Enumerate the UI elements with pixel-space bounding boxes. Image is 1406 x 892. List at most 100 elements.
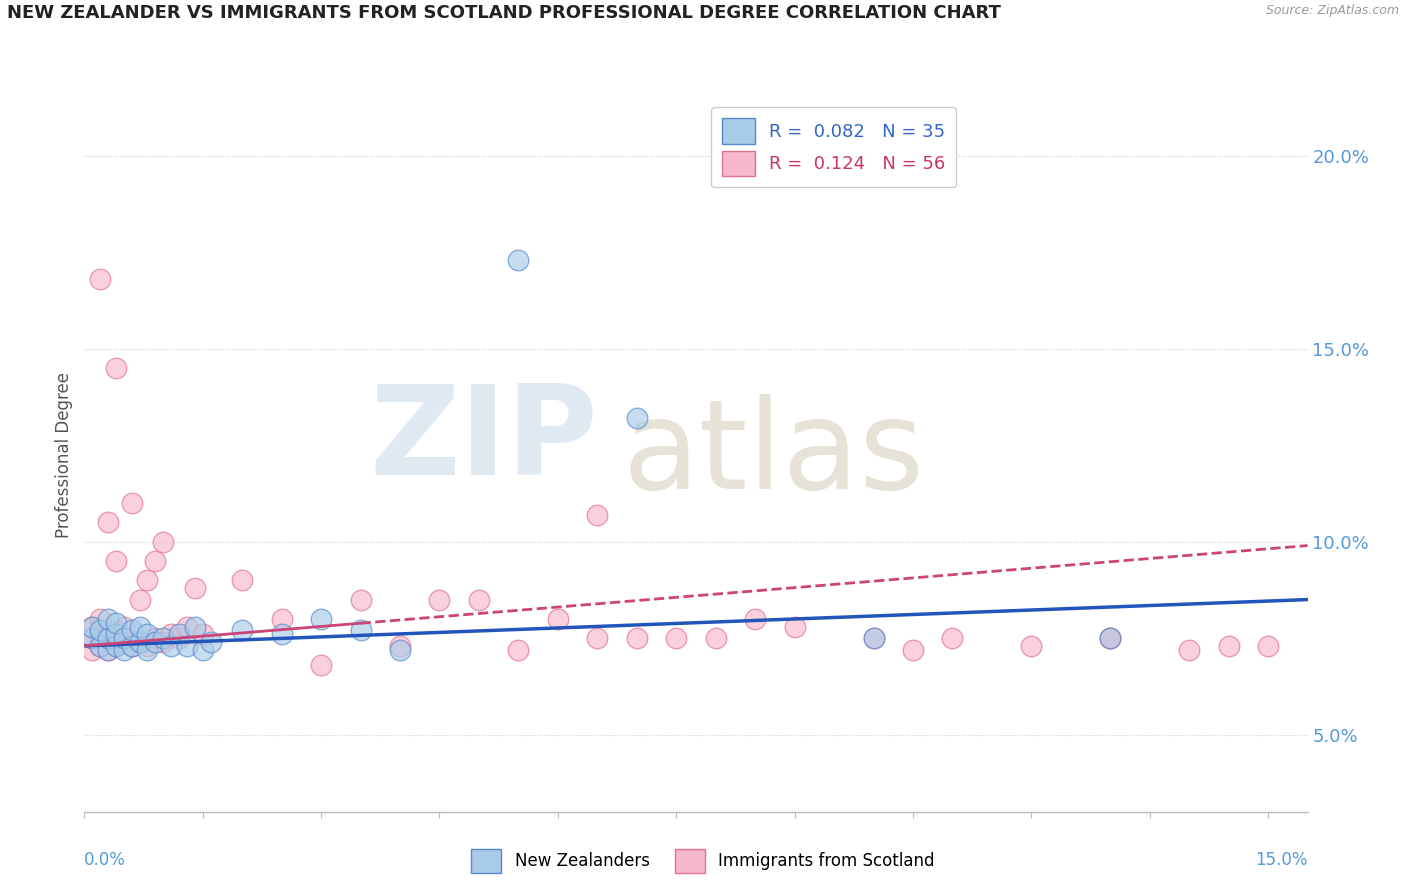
Point xyxy=(104,639,127,653)
Point xyxy=(89,612,111,626)
Point xyxy=(468,592,491,607)
Point xyxy=(270,612,292,626)
Point xyxy=(1218,639,1240,653)
Point xyxy=(145,631,167,645)
Point xyxy=(82,631,104,645)
Point xyxy=(82,619,104,633)
Point xyxy=(121,624,143,638)
Point xyxy=(508,642,530,657)
Legend: R =  0.082   N = 35, R =  0.124   N = 56: R = 0.082 N = 35, R = 0.124 N = 56 xyxy=(711,107,956,187)
Point xyxy=(89,639,111,653)
Point xyxy=(167,627,190,641)
Point xyxy=(901,642,924,657)
Point xyxy=(665,631,688,645)
Point xyxy=(97,642,120,657)
Point xyxy=(270,627,292,641)
Point xyxy=(744,612,766,626)
Point xyxy=(104,615,127,630)
Point xyxy=(231,574,253,588)
Point xyxy=(121,496,143,510)
Point xyxy=(704,631,727,645)
Point xyxy=(184,619,207,633)
Text: ZIP: ZIP xyxy=(370,380,598,501)
Point xyxy=(160,627,183,641)
Point xyxy=(136,627,159,641)
Text: NEW ZEALANDER VS IMMIGRANTS FROM SCOTLAND PROFESSIONAL DEGREE CORRELATION CHART: NEW ZEALANDER VS IMMIGRANTS FROM SCOTLAN… xyxy=(7,4,1001,22)
Point xyxy=(104,639,127,653)
Point xyxy=(89,627,111,641)
Point xyxy=(82,631,104,645)
Point xyxy=(82,642,104,657)
Point xyxy=(97,631,120,645)
Point xyxy=(309,658,332,673)
Point xyxy=(89,639,111,653)
Point xyxy=(508,253,530,268)
Point xyxy=(152,635,174,649)
Point xyxy=(136,642,159,657)
Point xyxy=(1099,631,1122,645)
Text: 15.0%: 15.0% xyxy=(1256,851,1308,869)
Point xyxy=(783,619,806,633)
Point xyxy=(184,581,207,595)
Point xyxy=(349,624,371,638)
Point xyxy=(231,624,253,638)
Point xyxy=(349,592,371,607)
Point xyxy=(112,642,135,657)
Point xyxy=(128,592,150,607)
Point xyxy=(128,635,150,649)
Point xyxy=(626,411,648,425)
Point xyxy=(104,361,127,376)
Point xyxy=(176,619,198,633)
Point xyxy=(121,639,143,653)
Point xyxy=(862,631,884,645)
Point xyxy=(97,516,120,530)
Point xyxy=(626,631,648,645)
Point xyxy=(1021,639,1043,653)
Point xyxy=(1178,642,1201,657)
Point xyxy=(82,619,104,633)
Point xyxy=(89,624,111,638)
Point xyxy=(112,631,135,645)
Point xyxy=(128,619,150,633)
Point xyxy=(112,635,135,649)
Point xyxy=(586,508,609,522)
Point xyxy=(145,635,167,649)
Point xyxy=(97,642,120,657)
Point xyxy=(862,631,884,645)
Point xyxy=(112,619,135,633)
Point xyxy=(152,631,174,645)
Point xyxy=(191,642,214,657)
Y-axis label: Professional Degree: Professional Degree xyxy=(55,372,73,538)
Point xyxy=(97,612,120,626)
Point xyxy=(167,631,190,645)
Point xyxy=(941,631,963,645)
Point xyxy=(200,635,222,649)
Text: Source: ZipAtlas.com: Source: ZipAtlas.com xyxy=(1265,4,1399,18)
Point xyxy=(104,627,127,641)
Point xyxy=(1099,631,1122,645)
Point xyxy=(145,554,167,568)
Point xyxy=(160,639,183,653)
Point xyxy=(389,639,412,653)
Point xyxy=(176,639,198,653)
Point xyxy=(97,627,120,641)
Point xyxy=(104,624,127,638)
Point xyxy=(586,631,609,645)
Point xyxy=(547,612,569,626)
Point xyxy=(309,612,332,626)
Text: atlas: atlas xyxy=(623,394,925,516)
Point xyxy=(389,642,412,657)
Legend: New Zealanders, Immigrants from Scotland: New Zealanders, Immigrants from Scotland xyxy=(465,842,941,880)
Point xyxy=(121,639,143,653)
Point xyxy=(429,592,451,607)
Point xyxy=(1099,631,1122,645)
Point xyxy=(136,574,159,588)
Point xyxy=(1257,639,1279,653)
Point xyxy=(191,627,214,641)
Point xyxy=(89,272,111,286)
Point xyxy=(128,635,150,649)
Point xyxy=(104,554,127,568)
Point xyxy=(152,534,174,549)
Text: 0.0%: 0.0% xyxy=(84,851,127,869)
Point xyxy=(136,639,159,653)
